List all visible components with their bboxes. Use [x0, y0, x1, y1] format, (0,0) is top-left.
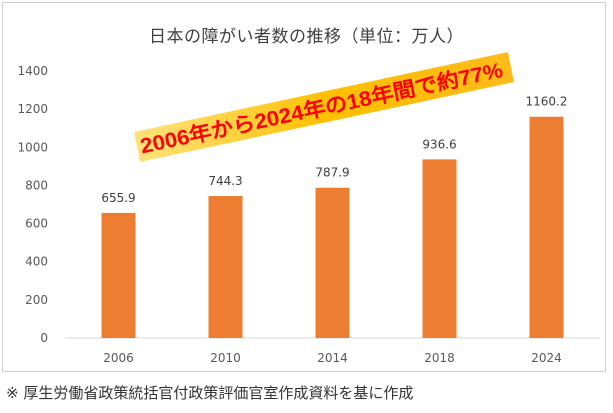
y-tick-label: 1200: [17, 102, 48, 116]
bar-2018: [422, 159, 457, 338]
source-footnote: ※ 厚生労働省政策統括官付政策評価官室作成資料を基に作成: [6, 384, 414, 402]
bar-2014: [315, 187, 350, 338]
bar-2010: [208, 196, 243, 338]
x-tick-label-2018: 2018: [424, 351, 455, 365]
bar-2024: [529, 116, 564, 339]
chart-title: 日本の障がい者数の推移（単位：万人）: [149, 27, 464, 47]
x-tick-label-2010: 2010: [210, 351, 241, 365]
data-label-2014: 787.9: [315, 166, 349, 180]
y-tick-label: 1400: [17, 64, 48, 78]
data-label-2010: 744.3: [208, 174, 242, 188]
growth-annotation: 2006年から2024年の18年間で約77%: [134, 52, 514, 162]
x-tick-label-2014: 2014: [317, 351, 348, 365]
data-label-2024: 1160.2: [526, 95, 568, 109]
bar-2006: [101, 212, 136, 338]
y-tick-label: 600: [25, 217, 48, 231]
x-tick-label-2006: 2006: [103, 351, 134, 365]
y-tick-label: 0: [40, 331, 48, 345]
data-label-2006: 655.9: [101, 191, 135, 205]
annotation-band: [134, 52, 514, 162]
y-tick-label: 1000: [17, 140, 48, 154]
data-label-2018: 936.6: [422, 137, 456, 151]
y-tick-label: 800: [25, 178, 48, 192]
y-tick-label: 200: [25, 293, 48, 307]
x-tick-label-2024: 2024: [531, 351, 562, 365]
y-tick-label: 400: [25, 255, 48, 269]
